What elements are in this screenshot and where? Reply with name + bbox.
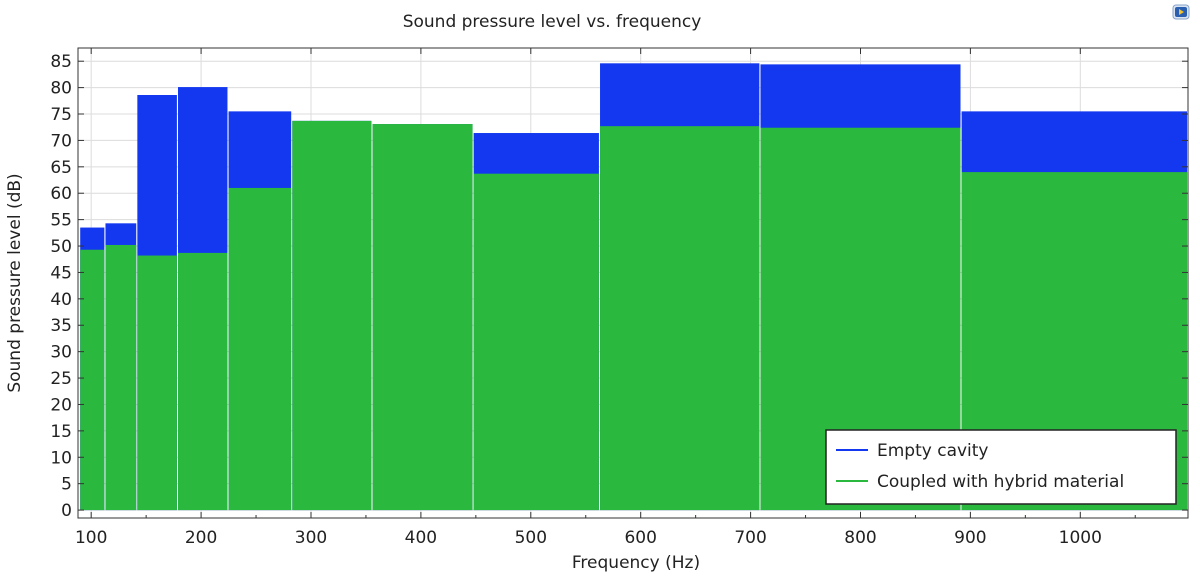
bar-coupled-hybrid (600, 126, 760, 511)
y-axis-label: Sound pressure level (dB) (5, 173, 25, 392)
y-tick-label: 55 (50, 211, 72, 231)
bar-coupled-hybrid (80, 249, 105, 511)
x-tick-label: 300 (295, 528, 327, 548)
y-tick-label: 60 (50, 184, 72, 204)
y-tick-label: 70 (50, 131, 72, 151)
x-axis-label: Frequency (Hz) (572, 553, 700, 573)
x-tick-label: 900 (954, 528, 986, 548)
y-tick-label: 85 (50, 52, 72, 72)
x-tick-label: 400 (405, 528, 437, 548)
legend-label-empty-cavity: Empty cavity (877, 441, 989, 461)
bar-coupled-hybrid (178, 252, 228, 511)
legend-box (825, 429, 1177, 505)
x-tick-label: 800 (844, 528, 876, 548)
x-tick-label: 600 (624, 528, 656, 548)
x-tick-label: 700 (734, 528, 766, 548)
y-tick-label: 0 (61, 501, 72, 521)
bar-coupled-hybrid (473, 173, 599, 511)
chart-title: Sound pressure level vs. frequency (403, 12, 702, 32)
bar-coupled-hybrid (228, 187, 292, 511)
bar-coupled-hybrid (372, 124, 473, 511)
legend-label-coupled-hybrid: Coupled with hybrid material (877, 472, 1124, 492)
y-tick-label: 80 (50, 79, 72, 99)
y-tick-label: 65 (50, 158, 72, 178)
y-tick-label: 45 (50, 263, 72, 283)
y-tick-label: 30 (50, 343, 72, 363)
y-tick-label: 75 (50, 105, 72, 125)
y-tick-label: 50 (50, 237, 72, 257)
x-tick-label: 100 (75, 528, 107, 548)
y-tick-label: 35 (50, 316, 72, 336)
bar-coupled-hybrid (137, 255, 177, 511)
y-tick-label: 10 (50, 448, 72, 468)
bar-coupled-hybrid (292, 120, 372, 511)
y-tick-label: 40 (50, 290, 72, 310)
axis-ticks: 0 5 10 15 20 25 30 35 40 45 50 55 60 65 70 75 80 85 100 200… (50, 48, 1188, 548)
y-tick-label: 25 (50, 369, 72, 389)
y-tick-label: 20 (50, 395, 72, 415)
legend: Empty cavity Coupled with hybrid materia… (825, 429, 1177, 505)
x-tick-label: 1000 (1059, 528, 1102, 548)
plot-frame (77, 47, 1189, 519)
bar-coupled-hybrid (105, 244, 137, 511)
x-tick-label: 500 (515, 528, 547, 548)
x-tick-label: 200 (185, 528, 217, 548)
export-icon[interactable] (1172, 4, 1190, 20)
y-tick-label: 5 (61, 475, 72, 495)
y-tick-label: 15 (50, 422, 72, 442)
